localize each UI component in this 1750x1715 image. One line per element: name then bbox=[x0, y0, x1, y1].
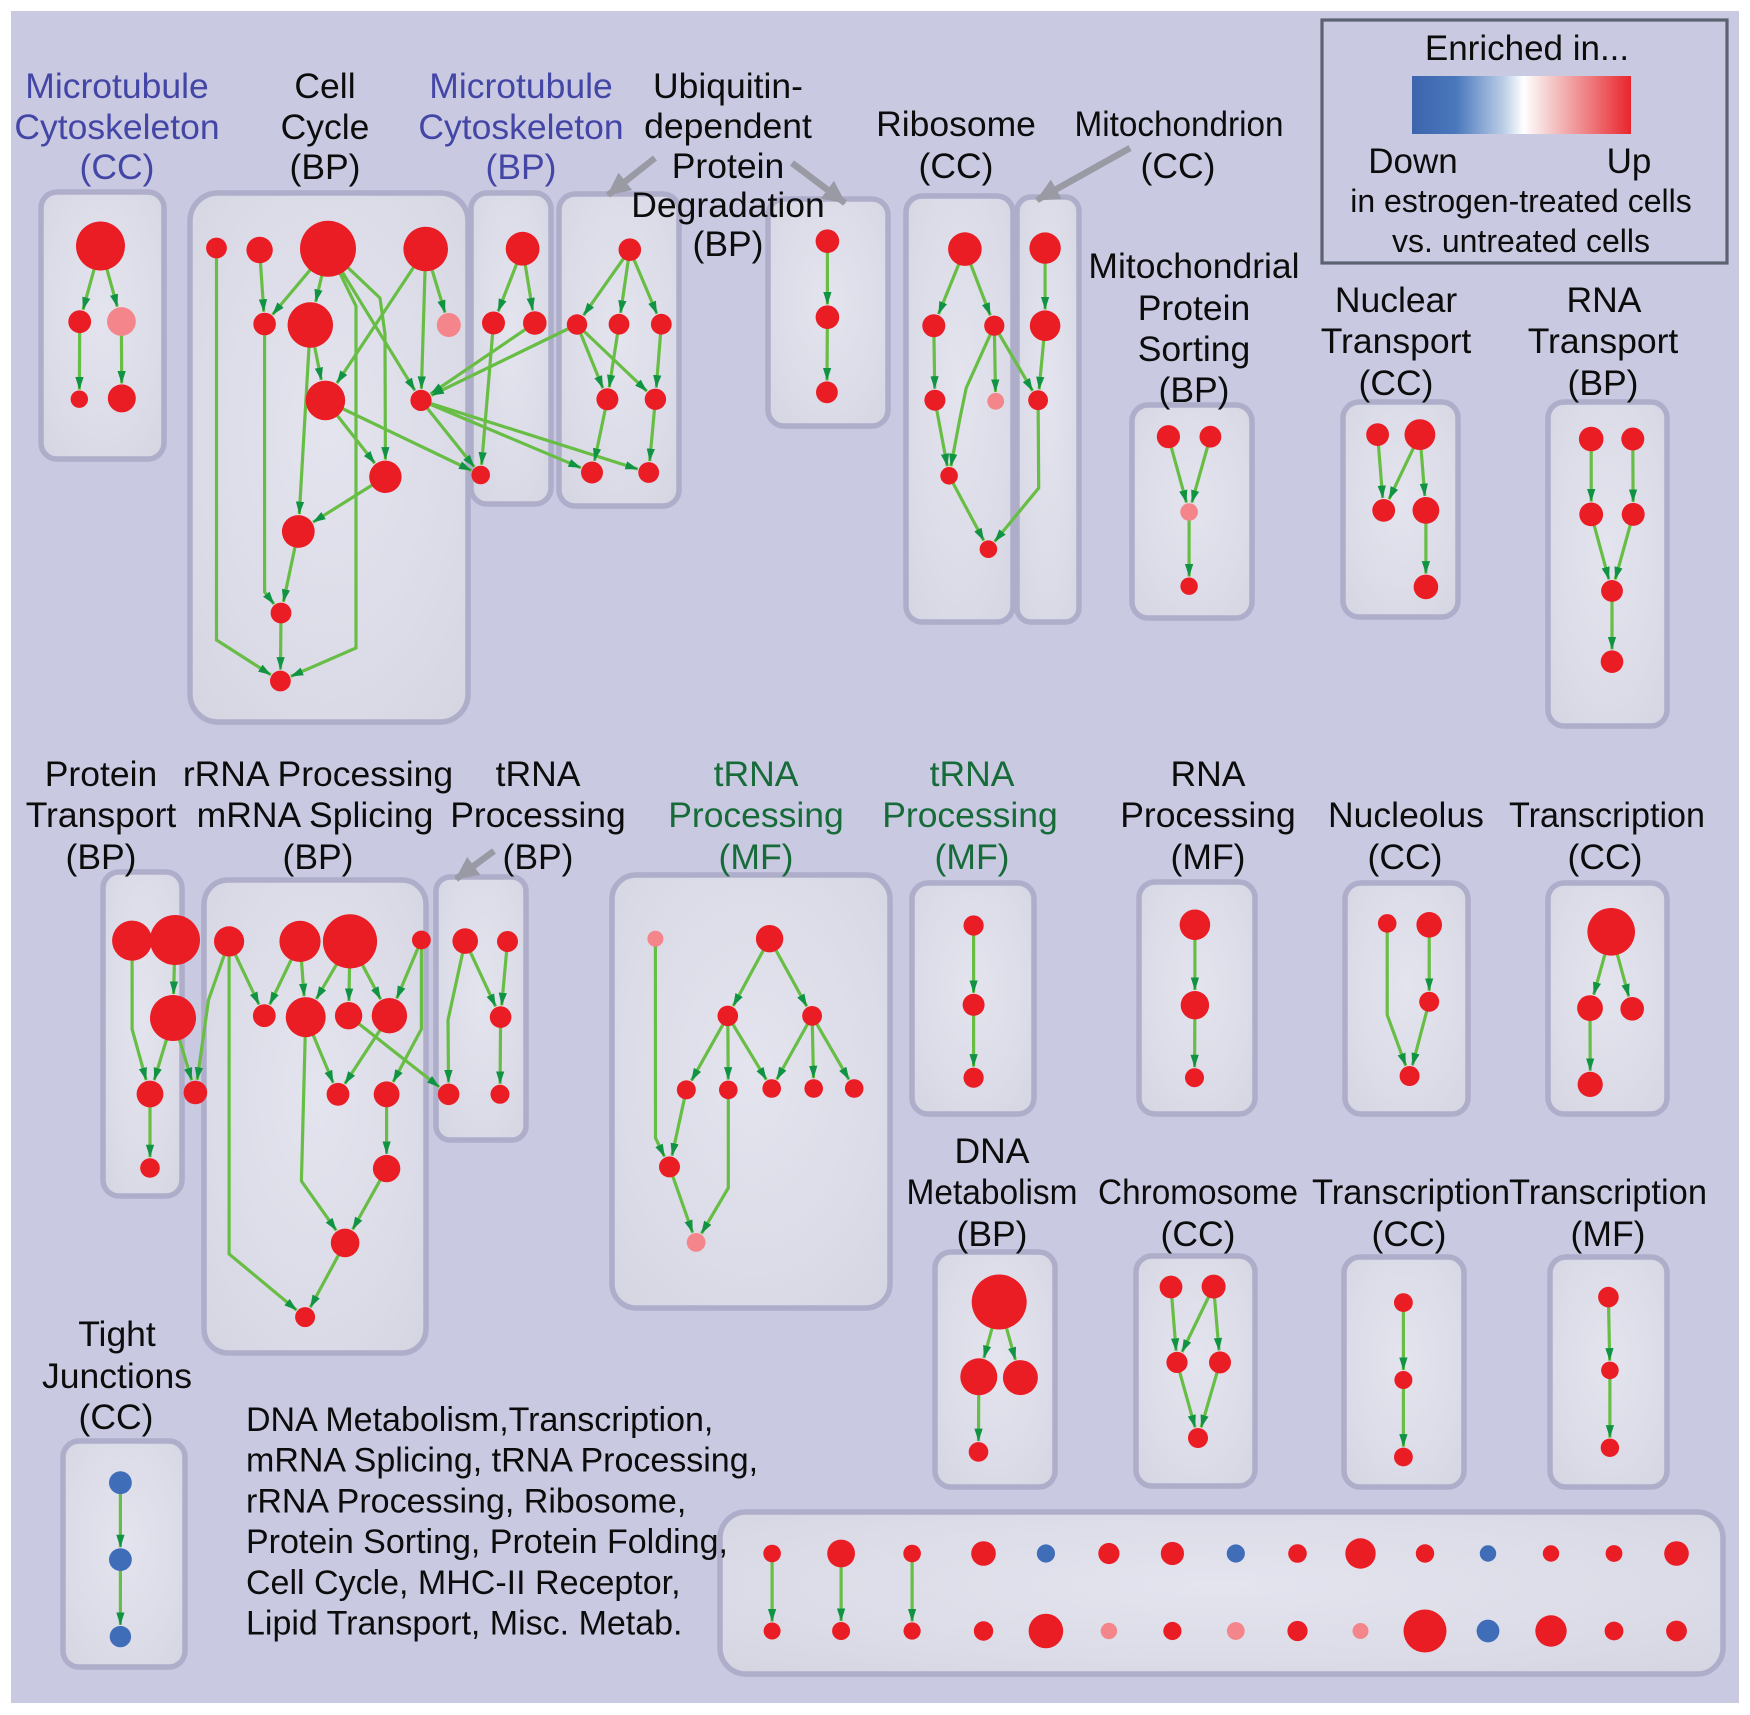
svg-text:Down: Down bbox=[1368, 142, 1457, 181]
svg-text:(BP): (BP) bbox=[290, 147, 361, 187]
svg-text:Lipid Transport, Misc. Metab.: Lipid Transport, Misc. Metab. bbox=[246, 1605, 683, 1643]
svg-text:Processing: Processing bbox=[668, 795, 844, 835]
svg-text:(CC): (CC) bbox=[80, 147, 155, 187]
svg-text:Cell: Cell bbox=[294, 66, 355, 106]
svg-text:Cytoskeleton: Cytoskeleton bbox=[14, 107, 219, 147]
svg-text:Chromosome: Chromosome bbox=[1098, 1172, 1298, 1212]
svg-text:Transport: Transport bbox=[26, 795, 177, 835]
svg-text:(BP): (BP) bbox=[693, 224, 764, 264]
svg-text:(CC): (CC) bbox=[1372, 1214, 1447, 1254]
svg-text:(CC): (CC) bbox=[919, 146, 994, 186]
svg-text:(BP): (BP) bbox=[283, 837, 354, 877]
svg-text:Up: Up bbox=[1607, 142, 1652, 181]
svg-text:Degradation: Degradation bbox=[631, 185, 824, 225]
svg-text:(BP): (BP) bbox=[1159, 370, 1230, 410]
svg-text:Microtubule: Microtubule bbox=[429, 66, 613, 106]
svg-text:(BP): (BP) bbox=[1568, 363, 1639, 403]
svg-text:Nucleolus: Nucleolus bbox=[1328, 795, 1484, 835]
svg-text:Cycle: Cycle bbox=[281, 107, 370, 147]
svg-text:Transcription: Transcription bbox=[1312, 1172, 1510, 1212]
svg-text:(MF): (MF) bbox=[719, 837, 794, 877]
svg-text:rRNA Processing: rRNA Processing bbox=[183, 754, 453, 794]
svg-text:Enriched in...: Enriched in... bbox=[1425, 29, 1629, 68]
svg-text:(MF): (MF) bbox=[1571, 1214, 1646, 1254]
svg-text:(CC): (CC) bbox=[1141, 146, 1216, 186]
svg-text:Protein: Protein bbox=[45, 754, 157, 794]
svg-text:RNA: RNA bbox=[1567, 280, 1642, 320]
svg-text:(BP): (BP) bbox=[66, 837, 137, 877]
svg-text:tRNA: tRNA bbox=[930, 754, 1015, 794]
svg-text:Sorting: Sorting bbox=[1138, 329, 1250, 369]
svg-text:Protein: Protein bbox=[1138, 288, 1250, 328]
svg-text:Mitochondrion: Mitochondrion bbox=[1075, 104, 1284, 144]
svg-text:Microtubule: Microtubule bbox=[25, 66, 209, 106]
svg-text:vs. untreated cells: vs. untreated cells bbox=[1392, 223, 1650, 259]
svg-text:(CC): (CC) bbox=[1568, 837, 1643, 877]
svg-text:Transcription: Transcription bbox=[1509, 1172, 1707, 1212]
svg-text:Processing: Processing bbox=[882, 795, 1058, 835]
svg-text:Processing: Processing bbox=[450, 795, 626, 835]
svg-text:mRNA Splicing: mRNA Splicing bbox=[197, 795, 434, 835]
svg-text:(BP): (BP) bbox=[503, 837, 574, 877]
svg-text:Nuclear: Nuclear bbox=[1335, 280, 1458, 320]
svg-text:(BP): (BP) bbox=[486, 147, 557, 187]
svg-text:tRNA: tRNA bbox=[496, 754, 581, 794]
svg-text:Ribosome: Ribosome bbox=[876, 104, 1036, 144]
svg-text:(CC): (CC) bbox=[79, 1397, 154, 1437]
svg-text:Metabolism: Metabolism bbox=[907, 1172, 1078, 1212]
svg-text:Processing: Processing bbox=[1120, 795, 1296, 835]
svg-text:Tight: Tight bbox=[78, 1314, 156, 1354]
svg-text:Transport: Transport bbox=[1528, 321, 1679, 361]
svg-text:Protein: Protein bbox=[672, 146, 784, 186]
svg-text:DNA: DNA bbox=[955, 1131, 1030, 1171]
svg-text:(CC): (CC) bbox=[1359, 363, 1434, 403]
svg-text:(MF): (MF) bbox=[935, 837, 1010, 877]
svg-text:dependent: dependent bbox=[644, 106, 812, 146]
svg-text:(CC): (CC) bbox=[1161, 1214, 1236, 1254]
svg-text:mRNA Splicing, tRNA Processing: mRNA Splicing, tRNA Processing, bbox=[246, 1442, 758, 1480]
svg-text:Cytoskeleton: Cytoskeleton bbox=[418, 107, 623, 147]
svg-text:(CC): (CC) bbox=[1368, 837, 1443, 877]
svg-text:rRNA Processing, Ribosome,: rRNA Processing, Ribosome, bbox=[246, 1482, 686, 1520]
svg-text:Cell Cycle, MHC-II Receptor,: Cell Cycle, MHC-II Receptor, bbox=[246, 1564, 681, 1602]
svg-text:Protein Sorting, Protein Foldi: Protein Sorting, Protein Folding, bbox=[246, 1523, 728, 1561]
svg-text:Mitochondrial: Mitochondrial bbox=[1088, 246, 1299, 286]
svg-text:in estrogen-treated cells: in estrogen-treated cells bbox=[1350, 183, 1692, 219]
svg-text:Transcription: Transcription bbox=[1509, 795, 1705, 835]
svg-text:DNA Metabolism,Transcription,: DNA Metabolism,Transcription, bbox=[246, 1401, 713, 1439]
svg-text:(MF): (MF) bbox=[1171, 837, 1246, 877]
svg-text:Transport: Transport bbox=[1321, 321, 1472, 361]
svg-text:Junctions: Junctions bbox=[42, 1356, 192, 1396]
svg-text:RNA: RNA bbox=[1171, 754, 1246, 794]
svg-text:(BP): (BP) bbox=[957, 1214, 1028, 1254]
svg-text:tRNA: tRNA bbox=[714, 754, 799, 794]
svg-text:Ubiquitin-: Ubiquitin- bbox=[653, 66, 803, 106]
